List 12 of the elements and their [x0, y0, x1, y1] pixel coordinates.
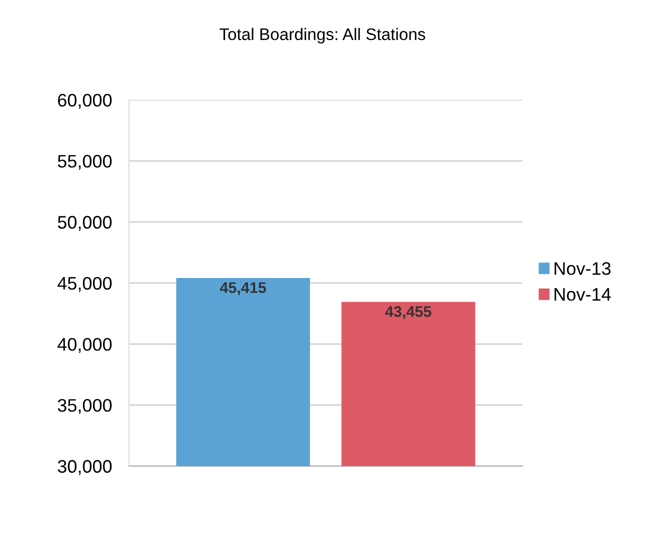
y-tick-label: 40,000 [58, 338, 112, 353]
data-label: 43,455 [385, 306, 432, 320]
y-tick-label: 55,000 [58, 154, 112, 170]
y-tick-label: 60,000 [58, 94, 112, 109]
y-tick-label: 50,000 [58, 216, 112, 231]
y-tick-label: 30,000 [58, 460, 112, 475]
chart-title: Total Boardings: All Stations [220, 28, 426, 44]
legend-label: Nov-14 [554, 288, 611, 301]
legend-label: Nov-13 [554, 262, 611, 275]
data-label: 45,415 [220, 282, 266, 296]
y-tick-label: 45,000 [58, 276, 112, 292]
y-tick-label: 35,000 [58, 399, 112, 414]
